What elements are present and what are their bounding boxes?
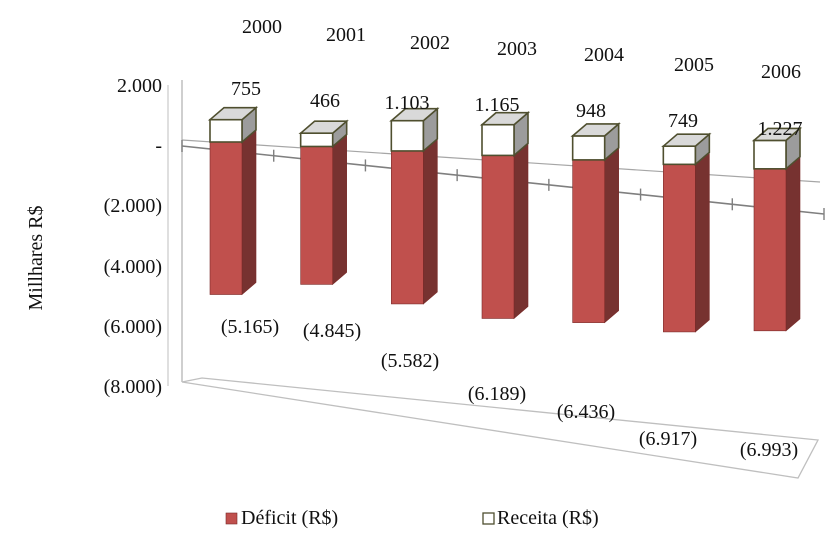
legend-label-deficit: Déficit (R$) <box>241 507 338 529</box>
bar-front <box>572 159 605 323</box>
bar-front <box>299 132 334 148</box>
deficit-value-label: (6.993) <box>740 439 798 461</box>
bar-top <box>389 107 440 122</box>
bar-receita <box>298 119 349 149</box>
legend-swatch-receita <box>482 512 495 525</box>
receita-value-label: 1.165 <box>475 94 520 116</box>
y-tick-label: - <box>155 135 162 157</box>
bar-side <box>241 129 257 296</box>
bar-front <box>209 118 243 143</box>
deficit-value-label: (5.165) <box>221 316 279 338</box>
bar-front <box>390 119 425 152</box>
bar-side <box>332 133 347 286</box>
bar-receita <box>207 105 259 144</box>
deficit-value-label: (4.845) <box>303 320 361 342</box>
y-tick-label: (2.000) <box>104 195 162 217</box>
y-axis-title: Millhares R$ <box>25 206 47 311</box>
receita-value-label: 466 <box>310 90 340 112</box>
receita-value-label: 1.103 <box>385 92 430 114</box>
receita-value-label: 1.227 <box>758 118 803 140</box>
bar-deficit <box>481 142 529 320</box>
category-label: 2001 <box>326 24 366 46</box>
bar-front <box>663 164 696 333</box>
bar-top <box>570 123 621 137</box>
y-tick-label: (4.000) <box>104 256 162 278</box>
deficit-value-label: (6.189) <box>468 383 526 405</box>
legend-swatch-deficit <box>225 512 238 525</box>
y-tick-label: (6.000) <box>104 316 162 338</box>
bar-deficit <box>662 151 711 333</box>
category-label: 2003 <box>497 38 537 60</box>
y-axis: 2.000 - (2.000) (4.000) (6.000) (8.000) <box>104 75 169 398</box>
receita-value-label: 749 <box>668 110 698 132</box>
bar-front <box>209 141 243 295</box>
bar-front <box>753 139 787 170</box>
bar-top <box>298 120 349 135</box>
floor-plane <box>181 377 820 479</box>
bar-front <box>391 150 424 305</box>
labels: 2000 755 (5.165) 2001 466 (4.845) 2002 1.103 (5.… <box>221 16 803 461</box>
deficit-value-label: (6.917) <box>639 428 697 450</box>
bar-top <box>479 111 531 126</box>
bar-top <box>661 133 712 148</box>
receita-value-label: 948 <box>576 100 606 122</box>
bar-top <box>751 127 803 142</box>
bar-side <box>785 156 801 332</box>
bar-side <box>604 147 619 324</box>
y-tick-label: 2.000 <box>117 75 162 97</box>
bar-front <box>753 168 787 332</box>
category-label: 2005 <box>674 54 714 76</box>
bar-front <box>481 155 515 319</box>
bar-top <box>207 106 259 121</box>
category-label: 2002 <box>410 32 450 54</box>
bar-front <box>300 146 333 285</box>
deficit-value-label: (6.436) <box>557 401 615 423</box>
y-tick-label: (8.000) <box>104 376 162 398</box>
bar-side <box>423 138 438 305</box>
bar-front <box>571 135 606 161</box>
receita-value-label: 755 <box>231 78 261 100</box>
bar-front <box>481 123 515 157</box>
category-label: 2004 <box>584 44 624 66</box>
bars <box>181 105 825 333</box>
legend-label-receita: Receita (R$) <box>497 507 599 529</box>
bar-deficit <box>753 156 801 332</box>
bar-side <box>513 142 529 320</box>
bar-deficit <box>390 138 439 305</box>
bar-deficit <box>209 129 257 296</box>
bar-deficit <box>299 133 348 286</box>
bar-receita <box>479 110 531 158</box>
bar-front <box>662 145 697 166</box>
category-label: 2000 <box>242 16 282 38</box>
category-label: 2006 <box>761 61 801 83</box>
bar-receita <box>751 126 803 171</box>
legend: Déficit (R$) Receita (R$) <box>225 507 599 529</box>
bar-side <box>695 151 710 333</box>
deficit-value-label: (5.582) <box>381 350 439 372</box>
bar-receita <box>661 132 712 167</box>
bar-receita <box>570 122 621 162</box>
bar-receita <box>389 106 440 153</box>
bar-deficit <box>571 147 620 324</box>
